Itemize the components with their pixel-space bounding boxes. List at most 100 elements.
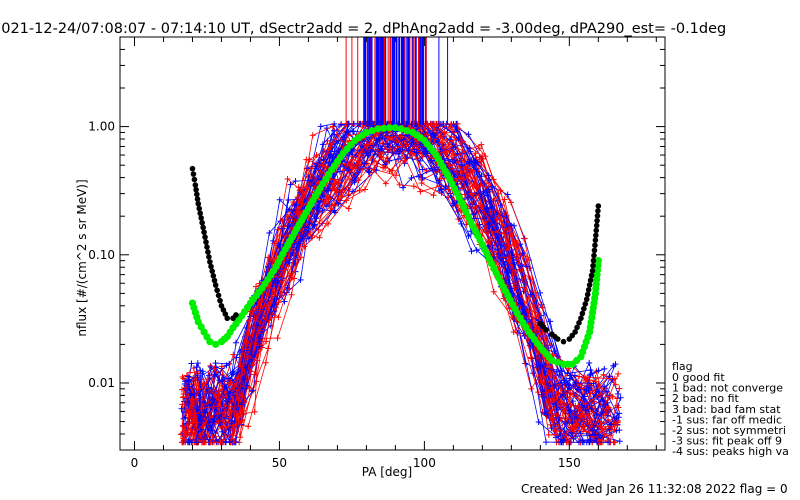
x-tick-label: 150 xyxy=(558,456,581,470)
flux-point xyxy=(211,371,218,378)
fit-point xyxy=(588,272,595,279)
flux-point xyxy=(611,375,618,382)
flux-point xyxy=(603,388,610,395)
flux-point xyxy=(595,432,602,439)
flux-point xyxy=(592,431,599,438)
flux-point xyxy=(560,436,567,443)
flux-point xyxy=(179,439,186,446)
flux-point xyxy=(468,159,475,166)
flux-point xyxy=(485,186,492,193)
flux-point xyxy=(200,380,207,387)
flux-point xyxy=(521,235,528,242)
fit-point xyxy=(202,234,208,240)
flux-point xyxy=(553,368,560,375)
flux-point xyxy=(617,394,624,401)
flux-point xyxy=(378,145,385,152)
flux-point xyxy=(236,363,243,370)
flux-point xyxy=(501,196,508,203)
fit-point xyxy=(560,338,567,345)
flux-point xyxy=(458,220,465,227)
flux-point xyxy=(250,387,257,394)
fit-point xyxy=(215,292,222,299)
flux-point xyxy=(380,164,387,171)
flux-point xyxy=(401,157,408,164)
fit-point xyxy=(592,237,599,243)
flux-point xyxy=(605,439,612,446)
flux-point xyxy=(615,390,622,397)
flux-point xyxy=(214,410,221,417)
flux-point xyxy=(204,426,211,433)
flux-point xyxy=(590,380,597,387)
flux-point xyxy=(566,375,573,382)
fit-point xyxy=(579,310,586,317)
flux-point xyxy=(601,365,608,372)
flux-point xyxy=(186,369,193,376)
flux-point xyxy=(322,163,329,170)
fit-point xyxy=(593,222,600,229)
flux-point xyxy=(325,220,332,227)
flux-point xyxy=(561,377,568,384)
fit-point xyxy=(204,244,210,250)
flux-point xyxy=(211,365,218,372)
flux-point xyxy=(504,231,511,238)
flux-point xyxy=(190,417,197,424)
flux-point xyxy=(253,283,260,290)
flux-point xyxy=(193,419,200,426)
fit-point xyxy=(554,358,562,366)
fit-point xyxy=(590,262,596,269)
flux-point xyxy=(459,162,466,169)
legend-entry: 2 bad: no fit xyxy=(672,392,740,405)
x-tick-label: 0 xyxy=(131,456,139,470)
fit-point xyxy=(594,217,600,224)
flux-point xyxy=(477,181,484,188)
flux-point xyxy=(397,133,404,140)
flux-point xyxy=(254,322,261,329)
fit-point xyxy=(586,282,593,288)
flux-point xyxy=(555,390,562,397)
flux-point xyxy=(279,217,286,224)
fit-point xyxy=(212,282,219,288)
flux-point xyxy=(212,360,219,367)
flux-point xyxy=(348,161,355,168)
fit-point xyxy=(206,338,214,346)
flux-line xyxy=(180,133,611,444)
flux-point xyxy=(183,431,190,438)
flux-point xyxy=(571,372,578,379)
flux-point xyxy=(517,263,524,270)
fit-point xyxy=(403,127,411,135)
fit-point xyxy=(195,200,202,207)
flux-point xyxy=(564,370,571,377)
flux-point xyxy=(504,191,511,198)
fit-point xyxy=(194,196,201,202)
flux-point xyxy=(508,222,515,229)
flux-point xyxy=(244,356,251,363)
flux-point xyxy=(282,266,289,273)
flux-point xyxy=(297,254,304,261)
flux-point xyxy=(568,429,575,436)
flux-point xyxy=(580,395,587,402)
fit-point xyxy=(584,291,591,298)
flux-point xyxy=(319,141,326,148)
flux-point xyxy=(382,135,389,142)
flux-point xyxy=(305,235,312,242)
flux-point xyxy=(316,234,323,241)
flux-point xyxy=(513,240,520,247)
flux-point xyxy=(587,390,594,397)
fit-point xyxy=(554,336,561,342)
flux-point xyxy=(471,158,478,165)
flux-point xyxy=(393,172,400,179)
fit-point xyxy=(191,176,198,183)
fit-point xyxy=(203,239,209,245)
flux-point xyxy=(284,175,291,182)
flux-point xyxy=(612,361,619,368)
flux-point xyxy=(235,397,242,404)
fit-point xyxy=(208,263,214,270)
flux-point xyxy=(510,328,517,335)
fit-point xyxy=(198,215,204,221)
flux-point xyxy=(329,123,336,130)
flux-point xyxy=(400,136,407,143)
flux-point xyxy=(247,308,254,315)
flux-point xyxy=(430,192,437,199)
flux-point xyxy=(329,153,336,160)
flux-point xyxy=(465,131,472,138)
